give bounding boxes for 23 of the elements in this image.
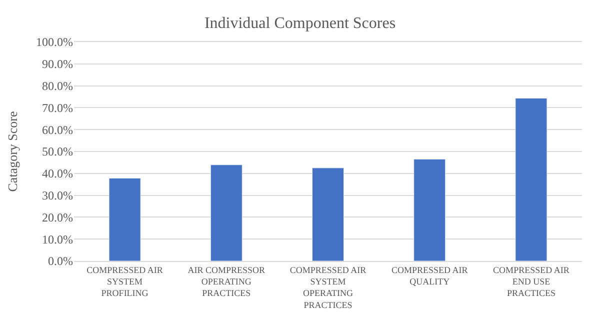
y-tick-label: 40.0% <box>42 166 73 181</box>
bar <box>312 168 344 261</box>
x-tick-label: COMPRESSED AIR QUALITY <box>391 264 468 286</box>
chart-title: Individual Component Scores <box>204 14 396 32</box>
y-tick-label: 0.0% <box>48 254 73 268</box>
y-axis-title: Catagory Score <box>4 111 20 192</box>
y-tick-label: 60.0% <box>42 122 73 137</box>
y-tick-label: 10.0% <box>42 232 73 246</box>
y-tick-label: 80.0% <box>42 79 73 93</box>
x-tick-label: COMPRESSED AIR END USE PRACTICES <box>493 264 570 298</box>
y-tick-label: 50.0% <box>42 144 73 159</box>
x-tick-label: COMPRESSED AIR SYSTEM OPERATING PRACTICES <box>290 264 366 310</box>
bar <box>210 164 242 261</box>
y-tick-label: 20.0% <box>42 210 73 224</box>
y-tick-label: 90.0% <box>42 57 73 72</box>
bar <box>414 158 446 261</box>
y-tick-label: 30.0% <box>42 188 73 202</box>
x-tick-label: AIR COMPRESSOR OPERATING PRACTICES <box>188 264 266 298</box>
y-tick-label: 70.0% <box>42 100 73 115</box>
bar <box>108 178 141 261</box>
bar <box>515 98 548 261</box>
x-tick-label: COMPRESSED AIR SYSTEM PROFILING <box>86 264 163 298</box>
y-tick-label: 100.0% <box>36 35 73 50</box>
